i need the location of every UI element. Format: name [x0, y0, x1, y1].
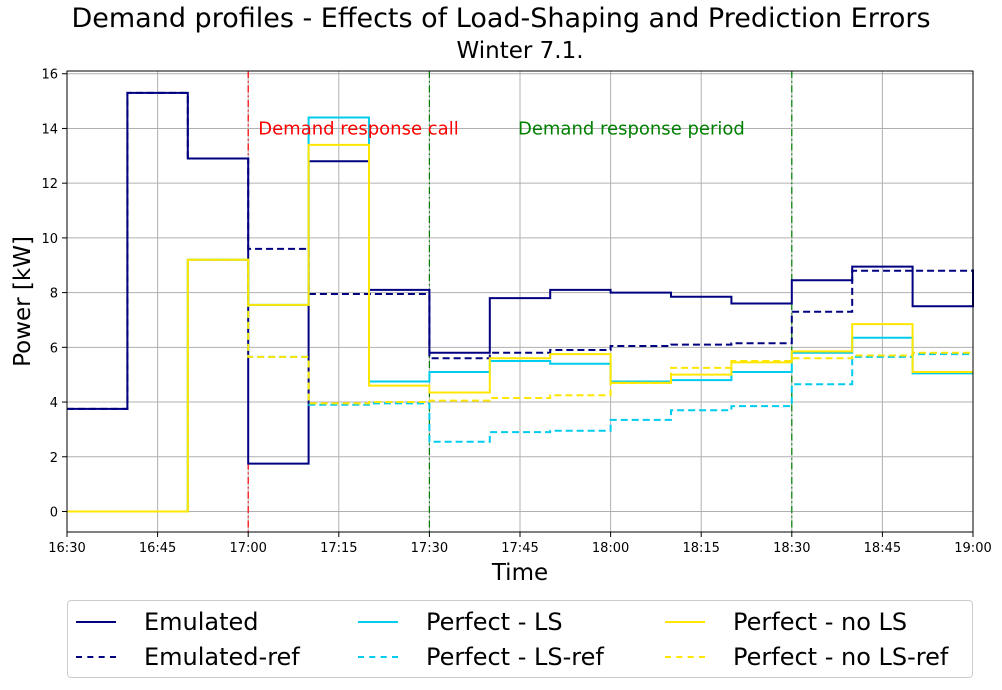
x-tick-label: 17:30 — [411, 541, 448, 556]
y-axis-label: Power [kW] — [10, 236, 36, 367]
x-axis-label: Time — [491, 560, 548, 586]
annotations: Demand response call Demand response peri… — [258, 118, 745, 139]
legend-swatch — [358, 656, 398, 658]
y-tick-label: 2 — [50, 451, 58, 466]
series-line — [67, 91, 973, 410]
x-tick-label: 18:15 — [682, 541, 719, 556]
chart-plot: Demand response call Demand response peri… — [10, 68, 992, 586]
legend-label: Perfect - no LS-ref — [733, 643, 949, 671]
y-tick-label: 12 — [41, 177, 58, 192]
legend-swatch — [76, 656, 116, 658]
legend-item: Emulated — [76, 607, 259, 637]
y-tick-label: 14 — [41, 122, 58, 137]
x-tick-label: 16:30 — [48, 541, 85, 556]
y-tick-label: 8 — [50, 287, 58, 302]
y-tick-label: 16 — [41, 68, 58, 83]
legend-swatch — [358, 621, 398, 623]
legend-item: Emulated-ref — [76, 642, 300, 672]
x-tick-label: 18:30 — [773, 541, 810, 556]
x-tick-label: 16:45 — [139, 541, 176, 556]
legend-item: Perfect - LS-ref — [358, 642, 604, 672]
x-tick-label: 19:00 — [954, 541, 991, 556]
y-tick-label: 10 — [41, 232, 58, 247]
grid — [66, 71, 974, 532]
legend-item: Perfect - no LS-ref — [665, 642, 948, 672]
legend-label: Perfect - LS — [426, 608, 563, 636]
legend-label: Emulated — [144, 608, 259, 636]
vertical-markers — [247, 71, 793, 532]
legend-label: Perfect - no LS — [733, 608, 908, 636]
legend-item: Perfect - no LS — [665, 607, 907, 637]
chart-title: Demand profiles - Effects of Load-Shapin… — [71, 3, 931, 34]
legend-label: Emulated-ref — [144, 643, 300, 671]
y-tick-label: 4 — [50, 396, 58, 411]
x-tick-label: 17:15 — [320, 541, 357, 556]
axis-ticks: 16:30 16:45 17:00 17:15 17:30 17:45 18:00 18:15… — [41, 68, 991, 556]
series-line — [67, 258, 973, 513]
x-tick-label: 17:45 — [501, 541, 538, 556]
y-tick-label: 0 — [50, 505, 58, 520]
x-tick-label: 17:00 — [229, 541, 266, 556]
x-tick-label: 18:45 — [864, 541, 901, 556]
y-tick-label: 6 — [50, 341, 58, 356]
legend-swatch — [665, 621, 705, 623]
annotation-text: Demand response period — [518, 118, 745, 139]
annotation-text: Demand response call — [258, 118, 458, 139]
legend-label: Perfect - LS-ref — [426, 643, 604, 671]
legend: Emulated Emulated-ref Perfect - LS Perfect … — [67, 600, 973, 678]
legend-swatch — [665, 656, 705, 658]
chart-subtitle: Winter 7.1. — [456, 38, 584, 64]
series-lines — [67, 91, 974, 513]
legend-swatch — [76, 621, 116, 623]
x-tick-label: 18:00 — [592, 541, 629, 556]
legend-item: Perfect - LS — [358, 607, 563, 637]
